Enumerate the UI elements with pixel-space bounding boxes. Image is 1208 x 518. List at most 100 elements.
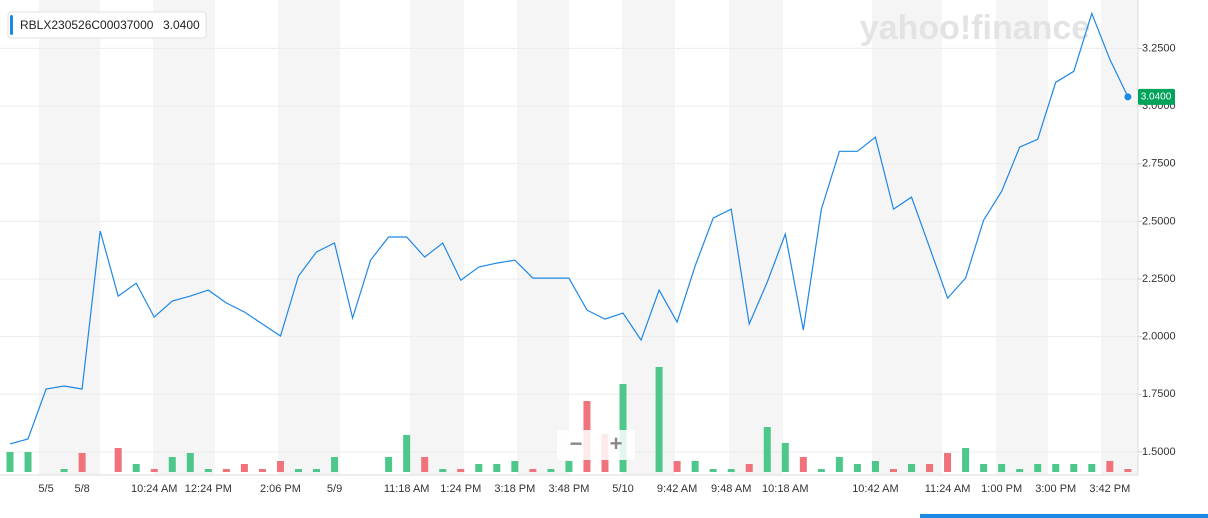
volume-bar [493,464,501,472]
x-tick-label: 5/9 [327,483,342,495]
volume-bar [565,461,573,472]
volume-bar [1088,464,1096,472]
x-tick-label: 3:42 PM [1089,483,1130,495]
volume-bar [962,448,970,472]
legend: RBLX230526C00037000 3.0400 [7,11,207,39]
x-tick-label: 10:42 AM [852,483,898,495]
volume-bar [78,453,86,472]
legend-box [7,11,207,39]
volume-bar [944,453,952,472]
volume-bar [673,461,681,472]
volume-bar [421,457,429,472]
x-tick-label: 10:18 AM [762,483,808,495]
volume-bar [853,464,861,472]
volume-bar [529,469,537,472]
scroll-bar[interactable] [920,514,1208,518]
y-tick-label: 1.7500 [1142,388,1176,400]
x-tick-label: 9:42 AM [657,483,697,495]
x-tick-label: 5/8 [74,483,89,495]
volume-bar [547,469,555,472]
x-tick-label: 1:00 PM [981,483,1022,495]
volume-bar [403,435,411,472]
last-point [1124,93,1132,101]
zoom-controls: − + [557,430,635,460]
price-line [9,11,1129,445]
x-tick-label: 3:00 PM [1035,483,1076,495]
volume-bar [294,469,302,472]
watermark: yahoo!finance [860,9,1090,47]
volume-bar [331,457,339,472]
volume-bar [168,457,176,472]
volume-bar [799,457,807,472]
session-bands [39,0,1138,475]
volume-bar [727,469,735,472]
volume-bar [204,469,212,472]
volume-bar [439,469,447,472]
volume-bar [1070,464,1078,472]
volume-bar [258,469,266,472]
volume-bar [24,452,32,472]
x-tick-label: 11:24 AM [925,483,971,495]
volume-bar [132,464,140,472]
volume-bar [619,384,627,472]
x-tick-label: 5/5 [38,483,53,495]
volume-bar [1052,464,1060,472]
price-line [9,11,1132,445]
x-tick-label: 3:18 PM [494,483,535,495]
volume-bar [150,469,158,472]
x-tick-label: 9:48 AM [711,483,751,495]
volume-bar [889,469,897,472]
x-tick-label: 1:24 PM [440,483,481,495]
volume-bar [835,457,843,472]
x-tick-label: 5/10 [612,483,633,495]
volume-bar [475,464,483,472]
x-tick-label: 12:24 PM [185,483,232,495]
volume-bar [457,469,465,472]
volume-bar [655,367,663,472]
volume-bar [709,469,717,472]
volume-bar [313,469,321,472]
y-tick-label: 2.2500 [1142,273,1176,285]
volume-bar [222,469,230,472]
volume-bar [908,464,915,472]
volume-bar [763,427,771,472]
last-value-label: 3.0400 [1141,91,1172,102]
zoom-out[interactable]: − [570,431,583,456]
zoom-panel [557,430,635,460]
legend-name: RBLX230526C00037000 [20,18,154,32]
volume-bar [276,461,284,472]
volume-bar [240,464,248,472]
volume-bar [871,461,879,472]
volume-bar [1034,464,1042,472]
x-tick-label: 2:06 PM [260,483,301,495]
volume-bar [998,464,1006,472]
volume-bar [511,461,519,472]
volume-bar [980,464,988,472]
volume-bar [385,457,393,472]
volume-bar [60,469,68,472]
volume-bar [781,443,789,472]
y-tick-label: 2.5000 [1142,215,1176,227]
y-tick-label: 1.5000 [1142,446,1176,458]
volume-bar [817,469,825,472]
volume-bar [1016,469,1024,472]
last-value-tag [1138,88,1175,105]
volume-bar [926,464,934,472]
zoom-in[interactable]: + [610,431,623,456]
legend-swatch [10,15,13,35]
volume-bar [691,461,699,472]
x-tick-label: 10:24 AM [131,483,177,495]
volume-bar [745,464,753,472]
legend-value: 3.0400 [163,18,200,32]
volume-bar [186,453,194,472]
volume-bar [6,452,14,472]
x-tick-label: 11:18 AM [384,483,430,495]
volume-bar [114,448,122,472]
y-tick-label: 3.2500 [1142,42,1176,54]
y-tick-label: 2.7500 [1142,158,1176,170]
volume-bar [1106,461,1114,472]
volume-bar [1124,469,1132,472]
x-tick-label: 3:48 PM [548,483,589,495]
